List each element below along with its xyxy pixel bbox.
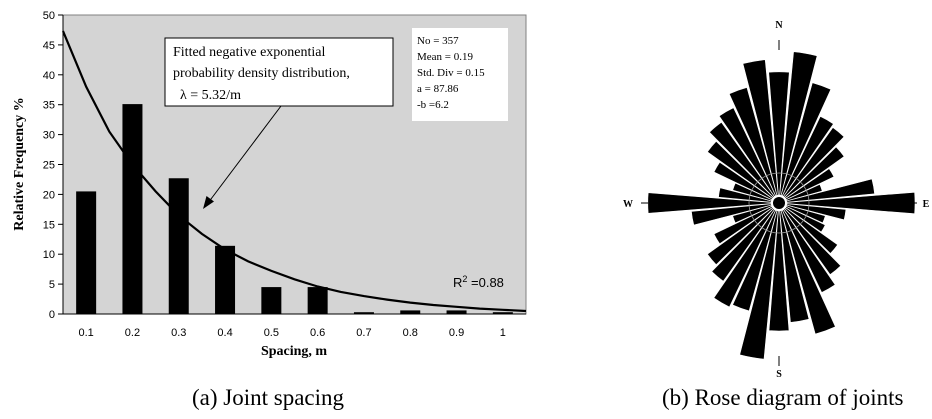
x-tick-label: 0.5	[264, 327, 279, 339]
rose-petal	[718, 187, 772, 203]
y-tick-label: 5	[49, 279, 55, 291]
callout-line-2: probability density distribution,	[173, 66, 350, 81]
bar	[168, 178, 189, 314]
y-axis-ticks: 0 5 10 15 20 25 30 35 40 45 50	[43, 10, 63, 321]
x-tick-label: 0.1	[79, 327, 94, 339]
rose-petal	[779, 210, 810, 323]
y-tick-label: 30	[43, 130, 55, 142]
stats-line-1: No = 357	[417, 35, 459, 47]
bar	[492, 312, 513, 314]
rose-petal	[782, 116, 834, 197]
fitted-exponential-curve	[61, 30, 527, 313]
stats-box	[412, 28, 508, 121]
bar	[446, 310, 467, 314]
rose-petal	[786, 178, 875, 203]
rose-petal	[706, 207, 774, 266]
rose-petal	[713, 206, 773, 245]
rose-petal	[785, 206, 826, 233]
stats-line-3: Std. Div = 0.15	[417, 67, 485, 79]
south-label: S	[776, 369, 782, 380]
bar	[307, 287, 328, 314]
rose-petal	[713, 209, 776, 308]
rose-petal	[732, 204, 773, 224]
stats-line-4: a = 87.86	[417, 83, 459, 95]
x-tick-label: 0.6	[310, 327, 325, 339]
rose-petal	[739, 210, 779, 360]
callout-box	[164, 37, 394, 107]
caption-joint-spacing: (a) Joint spacing	[192, 385, 345, 410]
y-tick-label: 20	[43, 189, 55, 201]
rose-petal	[779, 51, 818, 196]
rose-petal	[713, 161, 773, 200]
x-tick-label: 1	[500, 327, 506, 339]
rose-petal	[647, 192, 772, 214]
rose-petal	[785, 204, 826, 224]
bar	[261, 287, 282, 314]
x-axis-ticks: 0.1 0.2 0.3 0.4 0.5 0.6 0.7 0.8 0.9 1	[79, 327, 506, 339]
rose-petal	[728, 87, 778, 197]
y-tick-label: 50	[43, 10, 55, 22]
rose-petal	[785, 184, 823, 202]
rose-petal	[718, 107, 776, 197]
bar	[353, 312, 374, 314]
x-tick-label: 0.7	[356, 327, 371, 339]
y-tick-label: 15	[43, 219, 55, 231]
callout-line-3: λ = 5.32/m	[180, 88, 241, 103]
rose-petal	[706, 140, 774, 199]
rose-petals	[647, 51, 916, 360]
rose-petal	[786, 191, 916, 215]
rose-petal	[784, 207, 839, 254]
rose-petal	[711, 208, 775, 282]
rose-center-dot	[773, 197, 785, 209]
rose-petal	[732, 209, 778, 312]
rose-petal	[742, 59, 779, 196]
rose-petal	[732, 182, 773, 202]
rose-petal	[785, 168, 835, 200]
rose-petal	[784, 146, 845, 199]
bar	[215, 245, 236, 314]
y-tick-label: 40	[43, 70, 55, 82]
rose-petal	[691, 203, 772, 226]
y-tick-label: 35	[43, 100, 55, 112]
bar	[76, 191, 97, 314]
x-tick-label: 0.2	[125, 327, 140, 339]
stats-line-2: Mean = 0.19	[417, 51, 473, 63]
east-label: E	[923, 199, 930, 210]
rose-petal	[780, 82, 832, 197]
callout-line-1: Fitted negative exponential	[173, 45, 326, 60]
x-tick-label: 0.8	[403, 327, 418, 339]
y-axis-label: Relative Frequency %	[12, 97, 27, 231]
rose-petal	[709, 121, 775, 198]
x-tick-label: 0.9	[449, 327, 464, 339]
y-tick-label: 45	[43, 40, 55, 52]
rose-petal	[783, 208, 842, 276]
x-axis-label: Spacing, m	[261, 344, 327, 359]
callout-arrowhead	[203, 196, 214, 209]
rose-petal	[786, 203, 847, 221]
rose-petal	[782, 209, 836, 293]
x-tick-label: 0.3	[171, 327, 186, 339]
stats-line-5: -b =6.2	[417, 99, 449, 111]
rose-petal	[768, 71, 790, 196]
y-tick-label: 10	[43, 249, 55, 261]
north-label: N	[775, 20, 783, 31]
r-squared-label: R2 =0.88	[453, 274, 504, 290]
west-label: W	[623, 199, 633, 210]
rose-petal	[780, 209, 836, 335]
caption-rose-diagram: (b) Rose diagram of joints	[662, 385, 904, 410]
bar-series	[76, 104, 513, 315]
x-tick-label: 0.4	[217, 327, 232, 339]
rose-petal	[768, 210, 790, 332]
callout-arrow	[207, 105, 282, 204]
rose-reference-circle	[748, 172, 810, 234]
y-tick-label: 0	[49, 309, 55, 321]
bar	[400, 310, 421, 314]
y-tick-label: 25	[43, 160, 55, 172]
